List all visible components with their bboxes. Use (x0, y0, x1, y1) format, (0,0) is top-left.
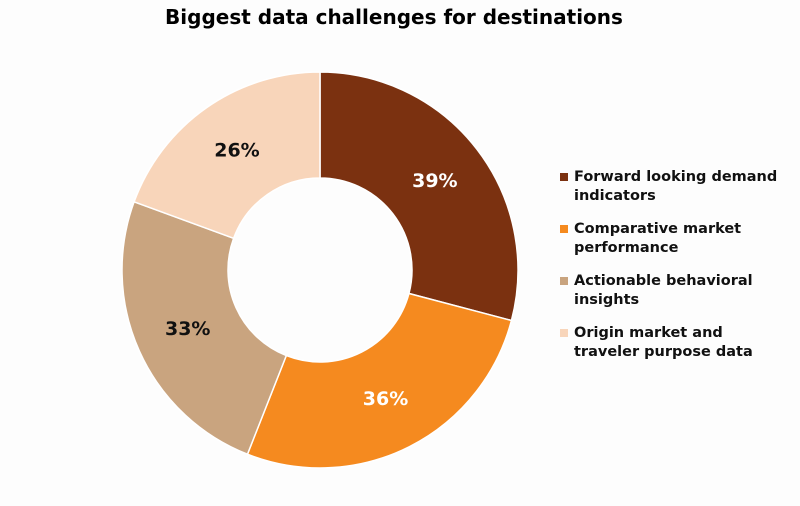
donut-slice (246, 292, 513, 469)
legend-item: Origin market and traveler purpose data (560, 324, 790, 362)
legend-label: Forward looking demand indicators (574, 169, 778, 204)
donut-slice (319, 71, 519, 322)
legend: Forward looking demand indicators Compara… (560, 168, 790, 376)
value-label: 26% (214, 140, 259, 162)
value-label: 33% (165, 318, 210, 340)
donut-slice (121, 200, 288, 456)
value-label: 36% (363, 388, 408, 410)
legend-item: Comparative market performance (560, 220, 790, 258)
donut-slice (133, 71, 321, 240)
legend-label: Actionable behavioral insights (574, 273, 753, 308)
legend-swatch (560, 225, 568, 233)
legend-swatch (560, 277, 568, 285)
legend-item: Forward looking demand indicators (560, 168, 790, 206)
legend-item: Actionable behavioral insights (560, 272, 790, 310)
legend-label: Comparative market performance (574, 221, 742, 256)
chart-title: Biggest data challenges for destinations (165, 5, 623, 29)
legend-label: Origin market and traveler purpose data (574, 325, 753, 360)
legend-swatch (560, 329, 568, 337)
value-label: 39% (412, 170, 457, 192)
legend-swatch (560, 173, 568, 181)
